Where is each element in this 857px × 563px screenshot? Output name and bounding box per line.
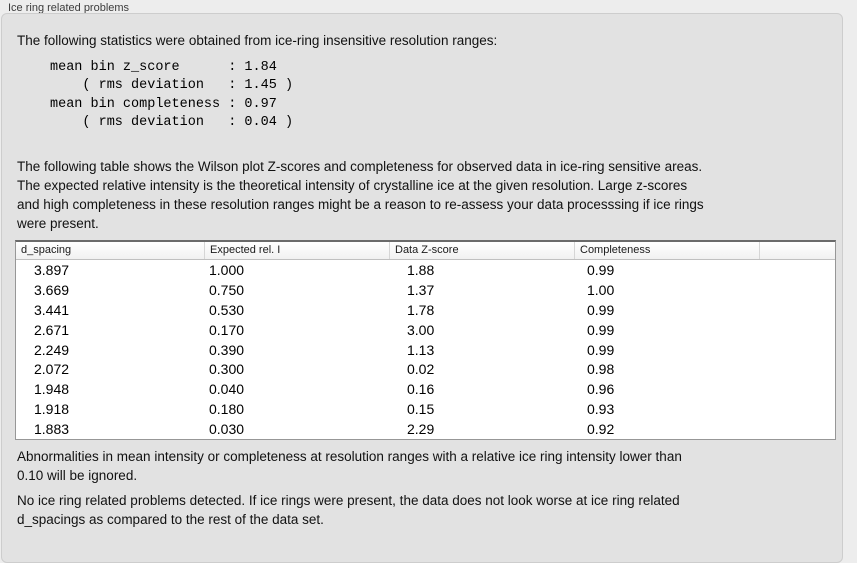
cell-completeness: 0.99 <box>587 341 615 358</box>
cell-completeness: 0.99 <box>587 261 615 278</box>
column-header-d-spacing[interactable]: d_spacing <box>21 244 72 256</box>
column-header-completeness[interactable]: Completeness <box>574 242 759 259</box>
cell-completeness: 0.99 <box>587 321 615 338</box>
table-row[interactable]: 1.948 0.040 0.16 0.96 <box>16 379 835 399</box>
table-row[interactable]: 2.072 0.300 0.02 0.98 <box>16 359 835 379</box>
cell-data-z-score: 1.37 <box>407 281 435 298</box>
table-row[interactable]: 2.249 0.390 1.13 0.99 <box>16 340 835 360</box>
cell-d-spacing: 1.948 <box>34 381 70 398</box>
column-header-data-z-score[interactable]: Data Z-score <box>389 242 574 259</box>
cell-expected-rel-i: 0.030 <box>209 421 245 438</box>
table-row[interactable]: 3.441 0.530 1.78 0.99 <box>16 300 835 320</box>
cell-data-z-score: 2.29 <box>407 421 435 438</box>
table-row[interactable]: 3.669 0.750 1.37 1.00 <box>16 280 835 300</box>
cell-expected-rel-i: 0.170 <box>209 321 245 338</box>
cell-data-z-score: 1.78 <box>407 301 435 318</box>
abnormalities-note-text: Abnormalities in mean intensity or compl… <box>17 449 682 483</box>
cell-data-z-score: 3.00 <box>407 321 435 338</box>
cell-d-spacing: 2.671 <box>34 321 70 338</box>
table-header-row: d_spacing Expected rel. I Data Z-score C… <box>16 242 835 260</box>
column-header-expected-rel-i[interactable]: Expected rel. I <box>204 242 389 259</box>
table-row[interactable]: 1.883 0.030 2.29 0.92 <box>16 419 835 439</box>
cell-expected-rel-i: 1.000 <box>209 261 245 278</box>
cell-data-z-score: 0.15 <box>407 401 435 418</box>
cell-d-spacing: 3.441 <box>34 301 70 318</box>
cell-completeness: 0.96 <box>587 381 615 398</box>
cell-data-z-score: 0.16 <box>407 381 435 398</box>
ice-ring-panel: The following statistics were obtained f… <box>1 13 843 563</box>
cell-d-spacing: 1.883 <box>34 421 70 438</box>
cell-expected-rel-i: 0.300 <box>209 361 245 378</box>
cell-expected-rel-i: 0.180 <box>209 401 245 418</box>
table-row[interactable]: 3.897 1.000 1.88 0.99 <box>16 260 835 280</box>
cell-expected-rel-i: 0.040 <box>209 381 245 398</box>
cell-expected-rel-i: 0.530 <box>209 301 245 318</box>
statistics-block: mean bin z_score : 1.84 ( rms deviation … <box>50 60 294 130</box>
cell-completeness: 0.98 <box>587 361 615 378</box>
cell-d-spacing: 2.249 <box>34 341 70 358</box>
cell-completeness: 0.93 <box>587 401 615 418</box>
cell-d-spacing: 3.669 <box>34 281 70 298</box>
cell-expected-rel-i: 0.750 <box>209 281 245 298</box>
cell-d-spacing: 3.897 <box>34 261 70 278</box>
table-row[interactable]: 2.671 0.170 3.00 0.99 <box>16 320 835 340</box>
cell-data-z-score: 0.02 <box>407 361 435 378</box>
cell-expected-rel-i: 0.390 <box>209 341 245 358</box>
table-body: 3.897 1.000 1.88 0.99 3.669 0.750 1.37 1… <box>16 260 835 439</box>
table-row[interactable]: 1.918 0.180 0.15 0.93 <box>16 399 835 419</box>
cell-completeness: 1.00 <box>587 281 615 298</box>
cell-d-spacing: 1.918 <box>34 401 70 418</box>
cell-completeness: 0.92 <box>587 421 615 438</box>
cell-d-spacing: 2.072 <box>34 361 70 378</box>
cell-completeness: 0.99 <box>587 301 615 318</box>
table-description-text: The following table shows the Wilson plo… <box>17 159 704 231</box>
cell-data-z-score: 1.88 <box>407 261 435 278</box>
conclusion-text: No ice ring related problems detected. I… <box>17 493 680 527</box>
column-header-empty <box>759 242 835 259</box>
panel-title: Ice ring related problems <box>8 2 130 14</box>
ice-ring-table: d_spacing Expected rel. I Data Z-score C… <box>15 240 836 441</box>
cell-data-z-score: 1.13 <box>407 341 435 358</box>
intro-text: The following statistics were obtained f… <box>17 33 498 48</box>
